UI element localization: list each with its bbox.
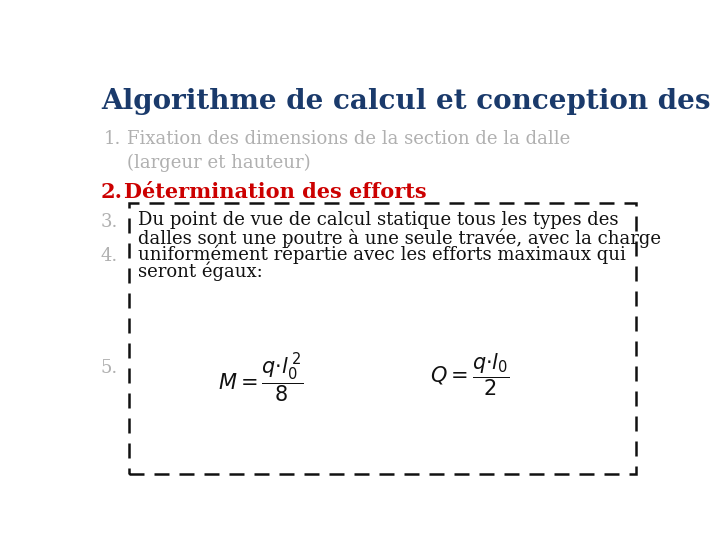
Text: Du point de vue de calcul statique tous les types des: Du point de vue de calcul statique tous … <box>138 211 618 229</box>
Text: seront égaux:: seront égaux: <box>138 262 263 281</box>
Text: 1.: 1. <box>104 130 122 148</box>
Text: 3.: 3. <box>101 213 118 231</box>
Bar <box>129 204 636 475</box>
Text: Fixation des dimensions de la section de la dalle
(largeur et hauteur): Fixation des dimensions de la section de… <box>127 130 570 172</box>
Text: Détermination des efforts: Détermination des efforts <box>124 182 427 202</box>
Text: Algorithme de calcul et conception des dalles: Algorithme de calcul et conception des d… <box>101 88 720 115</box>
Text: 5.: 5. <box>101 359 118 377</box>
Text: 2.: 2. <box>101 182 123 202</box>
Text: dalles sont une poutre à une seule travée, avec la charge: dalles sont une poutre à une seule travé… <box>138 228 661 247</box>
Text: uniformément répartie avec les efforts maximaux qui: uniformément répartie avec les efforts m… <box>138 245 626 265</box>
Text: $Q = \dfrac{q{\cdot}l_0}{2}$: $Q = \dfrac{q{\cdot}l_0}{2}$ <box>430 351 510 398</box>
Text: 4.: 4. <box>101 247 118 265</box>
Text: $M = \dfrac{q{\cdot}l_0^{\,2}}{8}$: $M = \dfrac{q{\cdot}l_0^{\,2}}{8}$ <box>218 351 303 405</box>
